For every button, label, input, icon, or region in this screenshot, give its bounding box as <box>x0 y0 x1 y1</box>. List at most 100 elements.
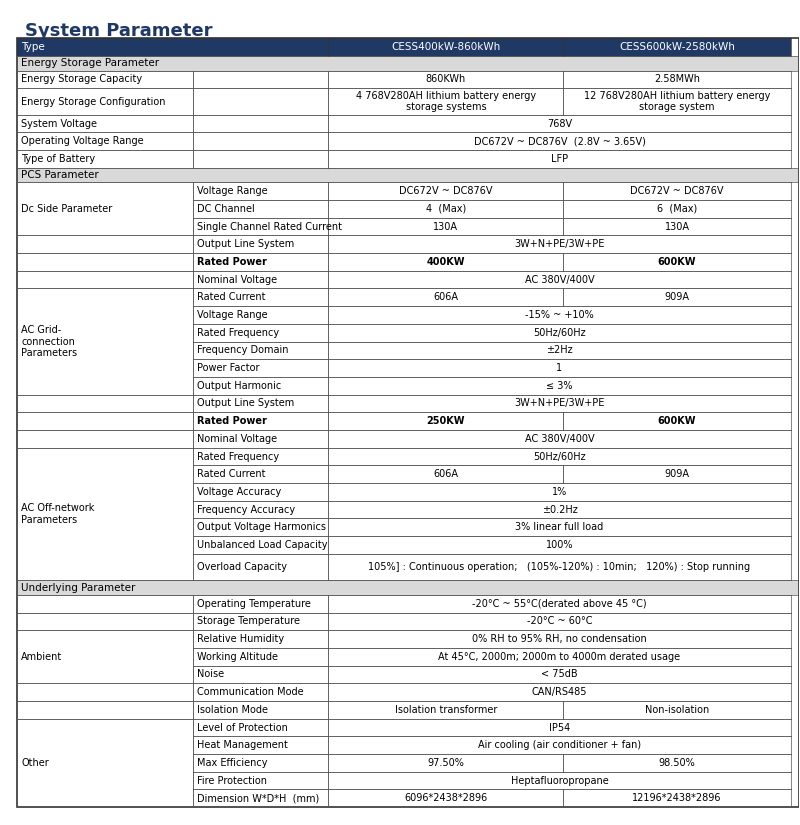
FancyBboxPatch shape <box>193 612 328 630</box>
Text: AC Off-network
Parameters: AC Off-network Parameters <box>22 503 94 525</box>
FancyBboxPatch shape <box>328 430 790 448</box>
FancyBboxPatch shape <box>193 115 328 133</box>
FancyBboxPatch shape <box>193 683 328 701</box>
FancyBboxPatch shape <box>328 554 790 581</box>
Text: 130A: 130A <box>665 222 690 232</box>
FancyBboxPatch shape <box>563 754 790 771</box>
Text: Output Line System: Output Line System <box>197 239 294 249</box>
FancyBboxPatch shape <box>193 150 328 167</box>
Text: Single Channel Rated Current: Single Channel Rated Current <box>197 222 342 232</box>
FancyBboxPatch shape <box>193 218 328 235</box>
Text: 600KW: 600KW <box>658 257 696 267</box>
FancyBboxPatch shape <box>18 253 193 271</box>
Text: Rated Frequency: Rated Frequency <box>197 451 279 461</box>
Text: 3% linear full load: 3% linear full load <box>515 522 603 532</box>
FancyBboxPatch shape <box>328 306 790 324</box>
Text: 606A: 606A <box>434 469 458 479</box>
Text: 12196*2438*2896: 12196*2438*2896 <box>632 794 722 804</box>
FancyBboxPatch shape <box>193 465 328 483</box>
FancyBboxPatch shape <box>563 790 790 807</box>
FancyBboxPatch shape <box>563 253 790 271</box>
Text: Energy Storage Parameter: Energy Storage Parameter <box>22 59 159 68</box>
FancyBboxPatch shape <box>328 701 563 719</box>
FancyBboxPatch shape <box>328 71 563 88</box>
FancyBboxPatch shape <box>193 595 328 612</box>
FancyBboxPatch shape <box>193 666 328 683</box>
FancyBboxPatch shape <box>328 88 563 115</box>
FancyBboxPatch shape <box>328 133 790 150</box>
FancyBboxPatch shape <box>328 737 790 754</box>
FancyBboxPatch shape <box>328 771 790 790</box>
Text: Overload Capacity: Overload Capacity <box>197 562 286 572</box>
FancyBboxPatch shape <box>193 554 328 581</box>
FancyBboxPatch shape <box>328 648 790 666</box>
FancyBboxPatch shape <box>193 737 328 754</box>
FancyBboxPatch shape <box>18 133 193 150</box>
Text: Relative Humidity: Relative Humidity <box>197 634 284 644</box>
FancyBboxPatch shape <box>193 754 328 771</box>
FancyBboxPatch shape <box>328 536 790 554</box>
Text: ≤ 3%: ≤ 3% <box>546 381 573 391</box>
FancyBboxPatch shape <box>193 289 328 306</box>
FancyBboxPatch shape <box>193 377 328 394</box>
Text: DC Channel: DC Channel <box>197 204 254 214</box>
FancyBboxPatch shape <box>563 88 790 115</box>
FancyBboxPatch shape <box>18 430 193 448</box>
Text: Rated Current: Rated Current <box>197 469 266 479</box>
FancyBboxPatch shape <box>193 648 328 666</box>
Text: Unbalanced Load Capacity: Unbalanced Load Capacity <box>197 540 327 550</box>
Text: DC672V ~ DC876V: DC672V ~ DC876V <box>630 186 724 196</box>
FancyBboxPatch shape <box>18 167 798 182</box>
FancyBboxPatch shape <box>18 71 193 88</box>
FancyBboxPatch shape <box>563 182 790 200</box>
Text: Energy Storage Capacity: Energy Storage Capacity <box>22 74 142 84</box>
FancyBboxPatch shape <box>328 218 563 235</box>
FancyBboxPatch shape <box>328 683 790 701</box>
FancyBboxPatch shape <box>563 465 790 483</box>
Text: 909A: 909A <box>665 469 690 479</box>
Text: Ambient: Ambient <box>22 652 62 662</box>
Text: 100%: 100% <box>546 540 573 550</box>
Text: Voltage Accuracy: Voltage Accuracy <box>197 487 281 497</box>
FancyBboxPatch shape <box>18 394 193 412</box>
FancyBboxPatch shape <box>193 394 328 412</box>
Text: 909A: 909A <box>665 292 690 302</box>
FancyBboxPatch shape <box>328 253 563 271</box>
Text: System Parameter: System Parameter <box>26 22 213 40</box>
FancyBboxPatch shape <box>328 518 790 536</box>
FancyBboxPatch shape <box>193 701 328 719</box>
FancyBboxPatch shape <box>18 88 193 115</box>
FancyBboxPatch shape <box>193 430 328 448</box>
Text: PCS Parameter: PCS Parameter <box>22 170 99 180</box>
Text: Energy Storage Configuration: Energy Storage Configuration <box>22 97 166 106</box>
Text: 400KW: 400KW <box>426 257 465 267</box>
Text: Power Factor: Power Factor <box>197 363 259 373</box>
FancyBboxPatch shape <box>328 115 790 133</box>
Text: 50Hz/60Hz: 50Hz/60Hz <box>533 451 586 461</box>
FancyBboxPatch shape <box>193 253 328 271</box>
FancyBboxPatch shape <box>328 150 790 167</box>
Text: Rated Frequency: Rated Frequency <box>197 328 279 337</box>
Text: -15% ~ +10%: -15% ~ +10% <box>525 310 594 320</box>
Text: Isolation Mode: Isolation Mode <box>197 705 268 715</box>
Text: Noise: Noise <box>197 669 224 680</box>
FancyBboxPatch shape <box>563 412 790 430</box>
FancyBboxPatch shape <box>193 88 328 115</box>
FancyBboxPatch shape <box>328 182 563 200</box>
Text: Voltage Range: Voltage Range <box>197 310 267 320</box>
Text: 6096*2438*2896: 6096*2438*2896 <box>404 794 487 804</box>
Text: 3W+N+PE/3W+PE: 3W+N+PE/3W+PE <box>514 239 605 249</box>
FancyBboxPatch shape <box>328 39 563 56</box>
FancyBboxPatch shape <box>328 200 563 218</box>
Text: Fire Protection: Fire Protection <box>197 776 266 785</box>
Text: DC672V ~ DC876V  (2.8V ~ 3.65V): DC672V ~ DC876V (2.8V ~ 3.65V) <box>474 136 646 146</box>
FancyBboxPatch shape <box>193 412 328 430</box>
Text: 0% RH to 95% RH, no condensation: 0% RH to 95% RH, no condensation <box>472 634 647 644</box>
FancyBboxPatch shape <box>328 324 790 342</box>
Text: Isolation transformer: Isolation transformer <box>394 705 497 715</box>
FancyBboxPatch shape <box>18 701 193 719</box>
Text: 606A: 606A <box>434 292 458 302</box>
FancyBboxPatch shape <box>328 483 790 501</box>
FancyBboxPatch shape <box>18 235 193 253</box>
FancyBboxPatch shape <box>328 412 563 430</box>
